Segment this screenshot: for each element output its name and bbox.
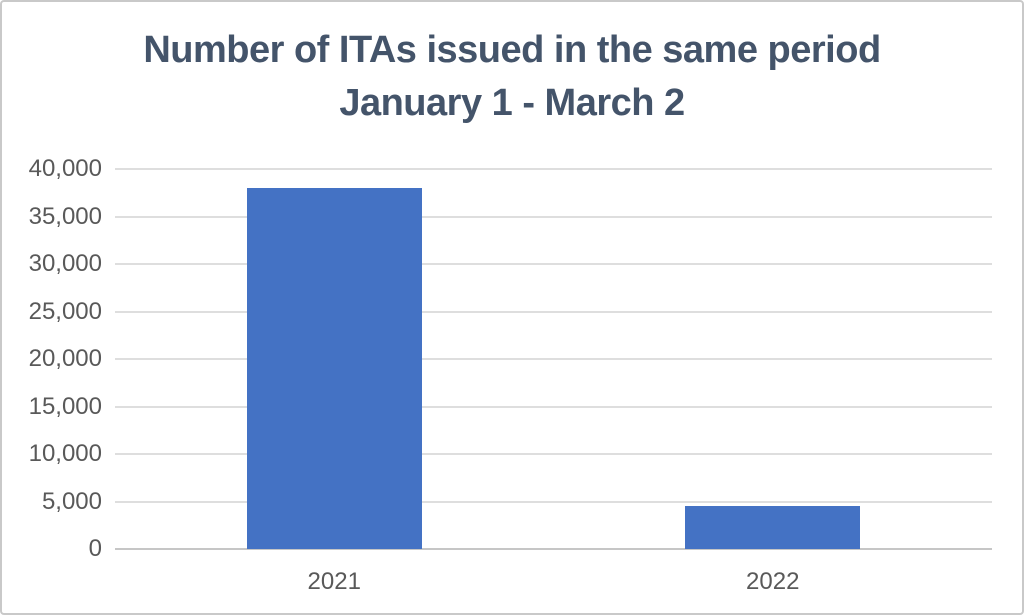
bar-2022 <box>685 506 861 549</box>
gridline-15000 <box>115 405 992 408</box>
plot-area <box>115 168 992 550</box>
gridline-25000 <box>115 310 992 313</box>
gridline-20000 <box>115 358 992 360</box>
bar-2021 <box>246 188 422 549</box>
y-tick-label-15000: 15,000 <box>28 392 102 420</box>
gridline-5000 <box>115 500 992 503</box>
gridline-10000 <box>115 453 992 455</box>
chart-title-line-2: January 1 - March 2 <box>339 82 685 124</box>
y-tick-label-20000: 20,000 <box>28 345 102 372</box>
x-tick-label-2021: 2021 <box>307 568 361 595</box>
y-tick-label-25000: 25,000 <box>28 297 102 325</box>
y-tick-label-10000: 10,000 <box>28 440 102 467</box>
y-tick-label-0: 0 <box>88 535 102 562</box>
x-axis-line <box>115 548 992 550</box>
chart-title-line-1: Number of ITAs issued in the same period <box>143 29 881 71</box>
chart-title: Number of ITAs issued in the same period… <box>2 24 1022 130</box>
y-tick-label-40000: 40,000 <box>28 155 102 182</box>
y-tick-label-5000: 5,000 <box>41 487 102 515</box>
y-tick-label-35000: 35,000 <box>28 202 102 230</box>
gridline-30000 <box>115 263 992 265</box>
gridline-40000 <box>115 168 992 170</box>
gridline-35000 <box>115 215 992 218</box>
y-tick-label-30000: 30,000 <box>28 250 102 277</box>
x-tick-label-2022: 2022 <box>746 568 800 595</box>
